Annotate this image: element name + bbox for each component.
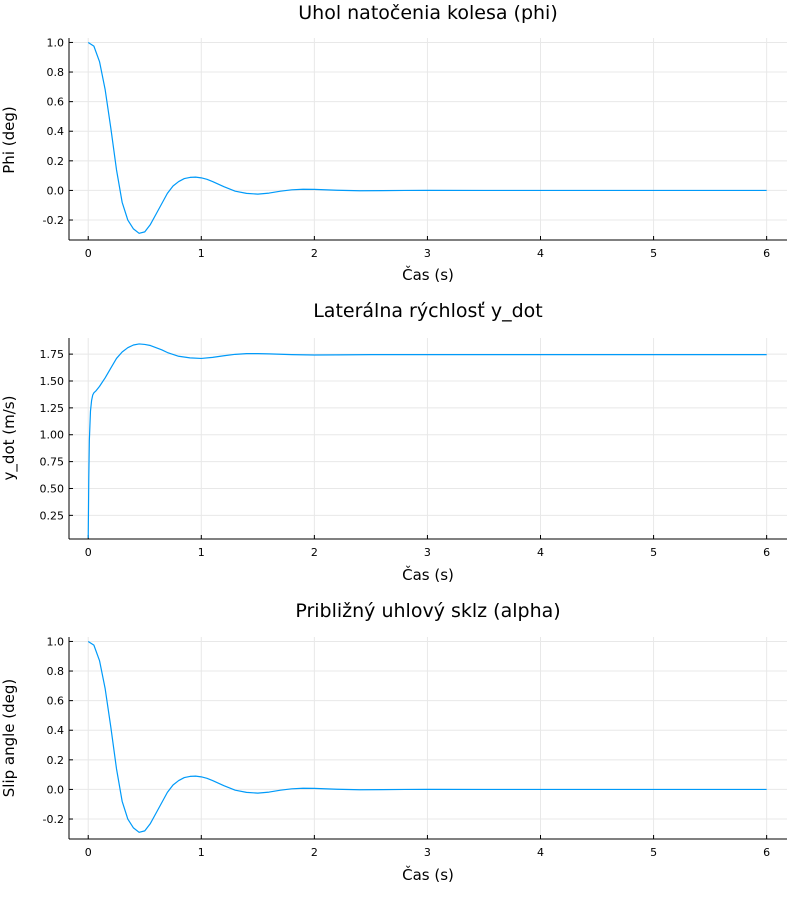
gridlines-alpha — [69, 637, 787, 839]
subplot-alpha: Približný uhlový sklz (alpha) 0 1 2 3 4 5 6 -0.… — [0, 600, 787, 884]
y-tick-label-phi-2: 0.2 — [47, 155, 65, 168]
subplot-y-dot: Laterálna rýchlosť y_dot 0 1 2 3 4 5 6 0.25 0.50… — [0, 300, 787, 584]
axes-alpha — [68, 637, 787, 840]
x-tick-label-phi-4: 4 — [537, 247, 544, 260]
x-tick-label-alpha-0: 0 — [85, 846, 92, 859]
y-tick-label-alpha-2: 0.2 — [47, 754, 65, 767]
x-tick-label-y-dot-3: 3 — [424, 546, 431, 559]
chart-title-y-dot: Laterálna rýchlosť y_dot — [313, 300, 543, 322]
y-tick-label-alpha-6: 1.0 — [47, 635, 65, 648]
y-tick-label-y-dot-4: 1.25 — [40, 402, 65, 415]
axes-y-dot — [68, 338, 787, 540]
gridlines-phi — [69, 38, 787, 240]
y-tick-label-alpha-1: 0.0 — [47, 783, 65, 796]
x-axis-label-phi: Čas (s) — [402, 265, 454, 284]
axes-phi — [68, 38, 787, 241]
y-tick-label-alpha-5: 0.8 — [47, 665, 65, 678]
ticks-phi: 0 1 2 3 4 5 6 -0.2 0.0 0.2 0.4 0.6 0.8 1.0 — [43, 36, 771, 260]
y-tick-label-phi-4: 0.6 — [47, 96, 65, 109]
x-tick-label-y-dot-6: 6 — [763, 546, 770, 559]
x-tick-label-phi-3: 3 — [424, 247, 431, 260]
x-tick-label-phi-0: 0 — [85, 247, 92, 260]
y-tick-label-y-dot-1: 0.50 — [40, 482, 65, 495]
x-tick-label-alpha-3: 3 — [424, 846, 431, 859]
y-tick-label-y-dot-0: 0.25 — [40, 509, 65, 522]
y-tick-label-alpha-3: 0.4 — [47, 724, 65, 737]
subplot-phi: Uhol natočenia kolesa (phi) 0 1 2 3 4 5 6-0.20… — [0, 2, 787, 284]
y-tick-label-phi-0: -0.2 — [43, 214, 64, 227]
y-tick-label-y-dot-3: 1.00 — [40, 429, 65, 442]
x-tick-label-y-dot-4: 4 — [537, 546, 544, 559]
y-axis-label-phi: Phi (deg) — [0, 106, 18, 173]
x-tick-label-alpha-4: 4 — [537, 846, 544, 859]
x-tick-label-phi-5: 5 — [650, 247, 657, 260]
x-tick-label-phi-6: 6 — [763, 247, 770, 260]
x-tick-label-alpha-1: 1 — [198, 846, 205, 859]
x-tick-label-alpha-2: 2 — [311, 846, 318, 859]
x-tick-label-alpha-5: 5 — [650, 846, 657, 859]
series-line-alpha-0 — [87, 640, 767, 833]
x-tick-label-y-dot-1: 1 — [198, 546, 205, 559]
series-line-phi-0 — [87, 41, 767, 234]
x-tick-label-phi-2: 2 — [311, 247, 318, 260]
gridlines-y-dot — [69, 338, 787, 539]
y-tick-label-alpha-4: 0.6 — [47, 695, 65, 708]
y-tick-label-phi-3: 0.4 — [47, 125, 65, 138]
x-tick-label-y-dot-2: 2 — [311, 546, 318, 559]
y-tick-label-y-dot-2: 0.75 — [40, 456, 65, 469]
series-alpha — [87, 640, 767, 833]
chart-title-phi: Uhol natočenia kolesa (phi) — [298, 2, 558, 24]
x-axis-label-alpha: Čas (s) — [402, 865, 454, 884]
x-tick-label-alpha-6: 6 — [763, 846, 770, 859]
y-tick-label-phi-6: 1.0 — [47, 36, 65, 49]
y-tick-label-phi-5: 0.8 — [47, 66, 65, 79]
ticks-alpha: 0 1 2 3 4 5 6 -0.2 0.0 0.2 0.4 0.6 0.8 1.0 — [43, 635, 771, 859]
x-tick-label-y-dot-0: 0 — [85, 546, 92, 559]
y-axis-label-y-dot: y_dot (m/s) — [0, 396, 19, 481]
x-axis-label-y-dot: Čas (s) — [402, 565, 454, 584]
y-tick-label-alpha-0: -0.2 — [43, 813, 64, 826]
x-tick-label-phi-1: 1 — [198, 247, 205, 260]
series-phi — [87, 41, 767, 234]
chart-title-alpha: Približný uhlový sklz (alpha) — [295, 600, 560, 622]
ticks-y-dot: 0 1 2 3 4 5 6 0.25 0.50 0.75 1.00 1.25 1.50 1.75 — [40, 348, 771, 559]
y-tick-label-y-dot-6: 1.75 — [40, 348, 65, 361]
y-tick-label-phi-1: 0.0 — [47, 184, 65, 197]
series-y-dot — [87, 343, 767, 538]
y-tick-label-y-dot-5: 1.50 — [40, 375, 65, 388]
x-tick-label-y-dot-5: 5 — [650, 546, 657, 559]
y-axis-label-alpha: Slip angle (deg) — [0, 679, 18, 798]
series-line-y-dot-0 — [87, 343, 767, 538]
